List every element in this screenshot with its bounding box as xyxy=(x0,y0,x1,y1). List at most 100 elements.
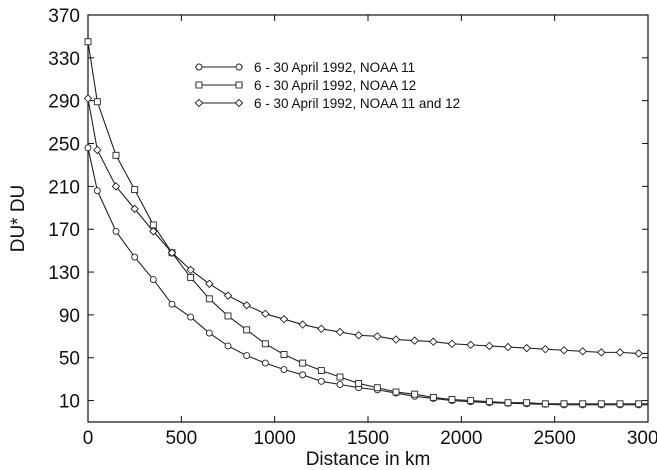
data-point-circle xyxy=(93,187,101,195)
data-point-diamond xyxy=(93,145,102,155)
y-tick-label: 10 xyxy=(59,392,80,413)
data-point-circle xyxy=(224,342,232,350)
data-point-square xyxy=(392,388,400,396)
data-point-square xyxy=(616,400,624,408)
legend-marker-square xyxy=(195,81,203,89)
data-point-square xyxy=(635,400,643,408)
data-point-square xyxy=(597,400,605,408)
x-tick-label: 1000 xyxy=(254,428,296,449)
data-point-diamond xyxy=(410,336,419,345)
data-point-circle xyxy=(205,329,213,337)
data-point-diamond xyxy=(242,301,251,310)
data-point-square xyxy=(429,393,437,401)
data-point-circle xyxy=(112,227,120,235)
data-point-diamond xyxy=(541,344,550,354)
data-point-square xyxy=(355,379,363,387)
axis-ticks: 0 500 1000 1500 2000 2500 3000 10 50 90 130 170 210 2… xyxy=(48,6,657,449)
x-axis-title: Distance in km xyxy=(306,449,431,470)
data-point-square xyxy=(485,398,493,406)
data-point-diamond xyxy=(261,309,270,319)
data-point-square xyxy=(261,340,269,348)
data-point-circle xyxy=(168,300,176,308)
data-point-diamond xyxy=(335,327,345,337)
data-point-square xyxy=(317,367,325,375)
legend-item: 6 - 30 April 1992, NOAA 11 and 12 xyxy=(194,96,460,111)
data-point-square xyxy=(224,312,232,320)
data-point-square xyxy=(187,273,195,281)
data-point-circle xyxy=(84,144,92,152)
y-tick-label: 210 xyxy=(48,177,80,198)
data-point-diamond xyxy=(578,347,587,356)
x-tick-label: 2500 xyxy=(534,428,576,449)
data-point-square xyxy=(205,295,213,303)
data-point-diamond xyxy=(466,340,475,350)
data-point-diamond xyxy=(597,348,606,357)
data-point-diamond xyxy=(354,331,363,340)
series-circle xyxy=(84,144,648,409)
series-diamond xyxy=(83,94,648,358)
legend-label: 6 - 30 April 1992, NOAA 11 and 12 xyxy=(254,96,460,111)
y-tick-label: 130 xyxy=(48,263,80,284)
data-point-diamond xyxy=(559,346,569,355)
legend-marker-square xyxy=(235,81,243,89)
data-point-diamond xyxy=(634,349,643,358)
series-line xyxy=(87,98,648,355)
data-point-square xyxy=(280,351,288,358)
data-point-diamond xyxy=(429,337,438,346)
data-point-diamond xyxy=(111,182,121,191)
data-point-diamond xyxy=(279,314,289,324)
data-point-diamond xyxy=(391,335,401,344)
data-point-square xyxy=(560,400,568,408)
data-point-diamond xyxy=(298,320,307,329)
data-point-square xyxy=(467,397,475,405)
data-point-diamond xyxy=(522,343,531,353)
data-point-diamond xyxy=(447,339,457,349)
y-tick-label: 370 xyxy=(48,6,80,27)
data-point-circle xyxy=(187,313,195,321)
data-point-diamond xyxy=(373,332,382,341)
data-point-square xyxy=(541,400,549,408)
data-point-square xyxy=(336,373,344,381)
series-group xyxy=(83,38,648,409)
data-point-square xyxy=(523,399,531,407)
data-point-circle xyxy=(261,359,269,367)
data-point-diamond xyxy=(130,204,139,214)
data-point-square xyxy=(243,326,251,334)
legend-marker-diamond xyxy=(194,98,204,108)
legend-marker-diamond xyxy=(234,98,244,108)
data-point-square xyxy=(131,186,139,194)
legend: 6 - 30 April 1992, NOAA 11 6 - 30 April 1… xyxy=(194,60,460,111)
data-point-diamond xyxy=(167,248,177,258)
y-tick-label: 290 xyxy=(48,92,80,113)
data-point-square xyxy=(373,384,381,392)
y-tick-label: 330 xyxy=(48,49,80,70)
x-tick-label: 2000 xyxy=(440,428,482,449)
x-tick-label: 3000 xyxy=(627,428,657,449)
data-point-diamond xyxy=(503,342,513,352)
data-point-square xyxy=(299,359,307,367)
data-point-diamond xyxy=(186,265,195,275)
series-line xyxy=(87,147,648,406)
data-point-square xyxy=(84,38,92,46)
data-point-circle xyxy=(336,381,344,388)
data-point-diamond xyxy=(317,324,326,334)
data-point-circle xyxy=(131,253,139,261)
data-point-diamond xyxy=(223,291,233,300)
data-point-diamond xyxy=(83,94,93,103)
y-tick-label: 90 xyxy=(59,306,80,327)
data-point-square xyxy=(411,390,419,398)
x-tick-label: 1500 xyxy=(347,428,389,449)
data-point-square xyxy=(579,400,587,408)
legend-item: 6 - 30 April 1992, NOAA 11 xyxy=(195,60,415,75)
y-tick-label: 50 xyxy=(59,349,80,370)
data-point-diamond xyxy=(205,279,214,289)
data-point-circle xyxy=(299,371,307,379)
data-point-square xyxy=(93,98,101,106)
data-point-circle xyxy=(149,276,157,283)
data-point-square xyxy=(504,399,512,407)
y-tick-label: 250 xyxy=(48,135,80,156)
x-tick-label: 500 xyxy=(165,428,197,449)
legend-item: 6 - 30 April 1992, NOAA 12 xyxy=(195,78,416,93)
data-point-diamond xyxy=(485,341,494,351)
